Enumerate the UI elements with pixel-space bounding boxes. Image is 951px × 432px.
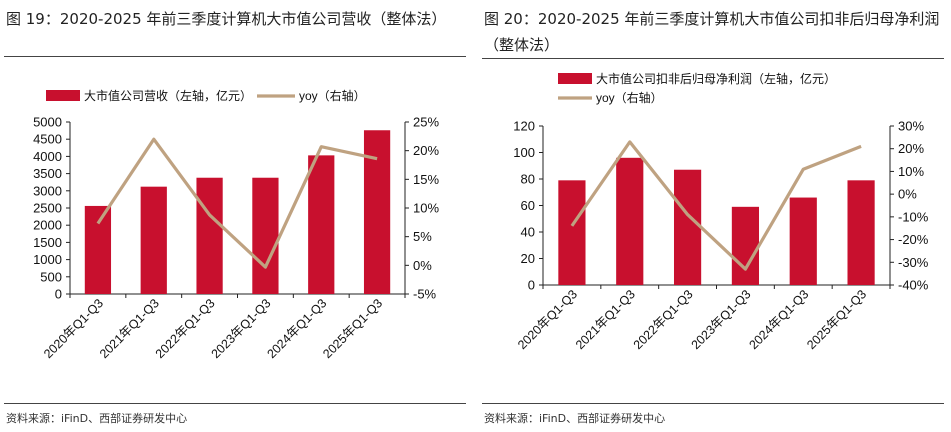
legend-label-bar: 大市值公司扣非后归母净利润（左轴，亿元） (596, 71, 836, 86)
y-tick-label-left: 3000 (33, 183, 62, 198)
y-tick-label-right: -30% (898, 255, 929, 270)
x-tick-label: 2024年Q1-Q3 (746, 287, 811, 352)
bar (789, 197, 817, 285)
x-tick-label: 2021年Q1-Q3 (573, 287, 638, 352)
yoy-line (570, 140, 862, 271)
y-tick-label-left: 3500 (33, 166, 62, 181)
yoy-line (96, 137, 378, 269)
y-tick-label-left: 4500 (33, 132, 62, 147)
bar (847, 180, 875, 285)
y-tick-label-left: 40 (521, 225, 535, 240)
bar (252, 177, 279, 294)
y-tick-label-right: -20% (898, 232, 929, 247)
y-tick-label-right: 5% (413, 229, 432, 244)
legend-swatch-bar (46, 90, 80, 101)
y-tick-label-left: 0 (528, 278, 535, 293)
y-tick-label-left: 1000 (33, 252, 62, 267)
x-tick-label: 2025年Q1-Q3 (320, 296, 385, 361)
legend-label-line: yoy（右轴） (596, 90, 663, 105)
y-tick-label-right: 10% (898, 164, 924, 179)
source-divider (4, 403, 466, 404)
y-tick-label-left: 20 (521, 251, 535, 266)
bar (673, 169, 702, 285)
y-tick-label-left: 500 (40, 269, 62, 284)
y-tick-label-left: 2000 (33, 218, 62, 233)
y-tick-label-right: 0% (413, 258, 432, 273)
bar (616, 157, 644, 285)
y-tick-label-left: 80 (521, 172, 535, 187)
x-tick-label: 2020年Q1-Q3 (515, 287, 580, 352)
y-tick-label-right: -5% (413, 287, 437, 302)
legend-label-bar: 大市值公司营收（左轴，亿元） (84, 88, 252, 103)
y-tick-label-right: -10% (898, 209, 929, 224)
chart-panel-profit: 图 20：2020-2025 年前三季度计算机大市值公司扣非后归母净利润（整体法… (478, 0, 951, 432)
source-note: 资料来源：iFinD、西部证券研发中心 (6, 412, 188, 425)
x-tick-label: 2023年Q1-Q3 (689, 287, 754, 352)
title-divider (4, 56, 466, 57)
chart-title: 图 20：2020-2025 年前三季度计算机大市值公司扣非后归母净利润（整体法… (484, 10, 940, 54)
bar (308, 155, 335, 294)
bar (363, 130, 391, 294)
chart-panel-revenue: 图 19：2020-2025 年前三季度计算机大市值公司营收（整体法） 0 500… (0, 0, 470, 432)
y-tick-label-left: 5000 (33, 115, 62, 130)
legend-swatch-bar (558, 73, 592, 84)
y-tick-label-right: 10% (413, 201, 439, 216)
y-tick-label-right: 20% (413, 143, 439, 158)
bar (731, 206, 760, 285)
y-tick-label-right: 25% (413, 115, 439, 130)
legend-label-line: yoy（右轴） (299, 88, 366, 103)
chart-revenue-svg: 0 500 1000 1500 2000 2500 3000 3500 4000 4500 5000… (33, 88, 439, 361)
y-tick-label-left: 100 (513, 145, 535, 160)
x-tick-label: 2022年Q1-Q3 (631, 287, 696, 352)
y-tick-label-left: 2500 (33, 201, 62, 216)
y-tick-label-left: 120 (513, 119, 535, 134)
y-tick-label-left: 4000 (33, 149, 62, 164)
x-tick-label: 2025年Q1-Q3 (804, 287, 869, 352)
source-note: 资料来源：iFinD、西部证券研发中心 (484, 412, 666, 425)
y-tick-label-left: 60 (521, 198, 535, 213)
y-tick-label-right: 30% (898, 119, 924, 134)
y-tick-label-left: 1500 (33, 235, 62, 250)
bar (140, 186, 167, 294)
title-divider (482, 58, 944, 59)
chart-profit-svg: 0 20 40 60 80 100 120 -40% -30% -20% -10% 0% 10% 20% 3… (513, 71, 929, 352)
y-tick-label-left: 0 (55, 287, 62, 302)
bar (196, 177, 223, 294)
bar (558, 180, 586, 285)
y-tick-label-right: 20% (898, 141, 924, 156)
y-tick-label-right: 15% (413, 172, 439, 187)
y-tick-label-right: -40% (898, 278, 929, 293)
bar (84, 205, 112, 294)
source-divider (482, 403, 944, 404)
y-tick-label-right: 0% (898, 187, 917, 202)
chart-title: 图 19：2020-2025 年前三季度计算机大市值公司营收（整体法） (6, 10, 447, 28)
